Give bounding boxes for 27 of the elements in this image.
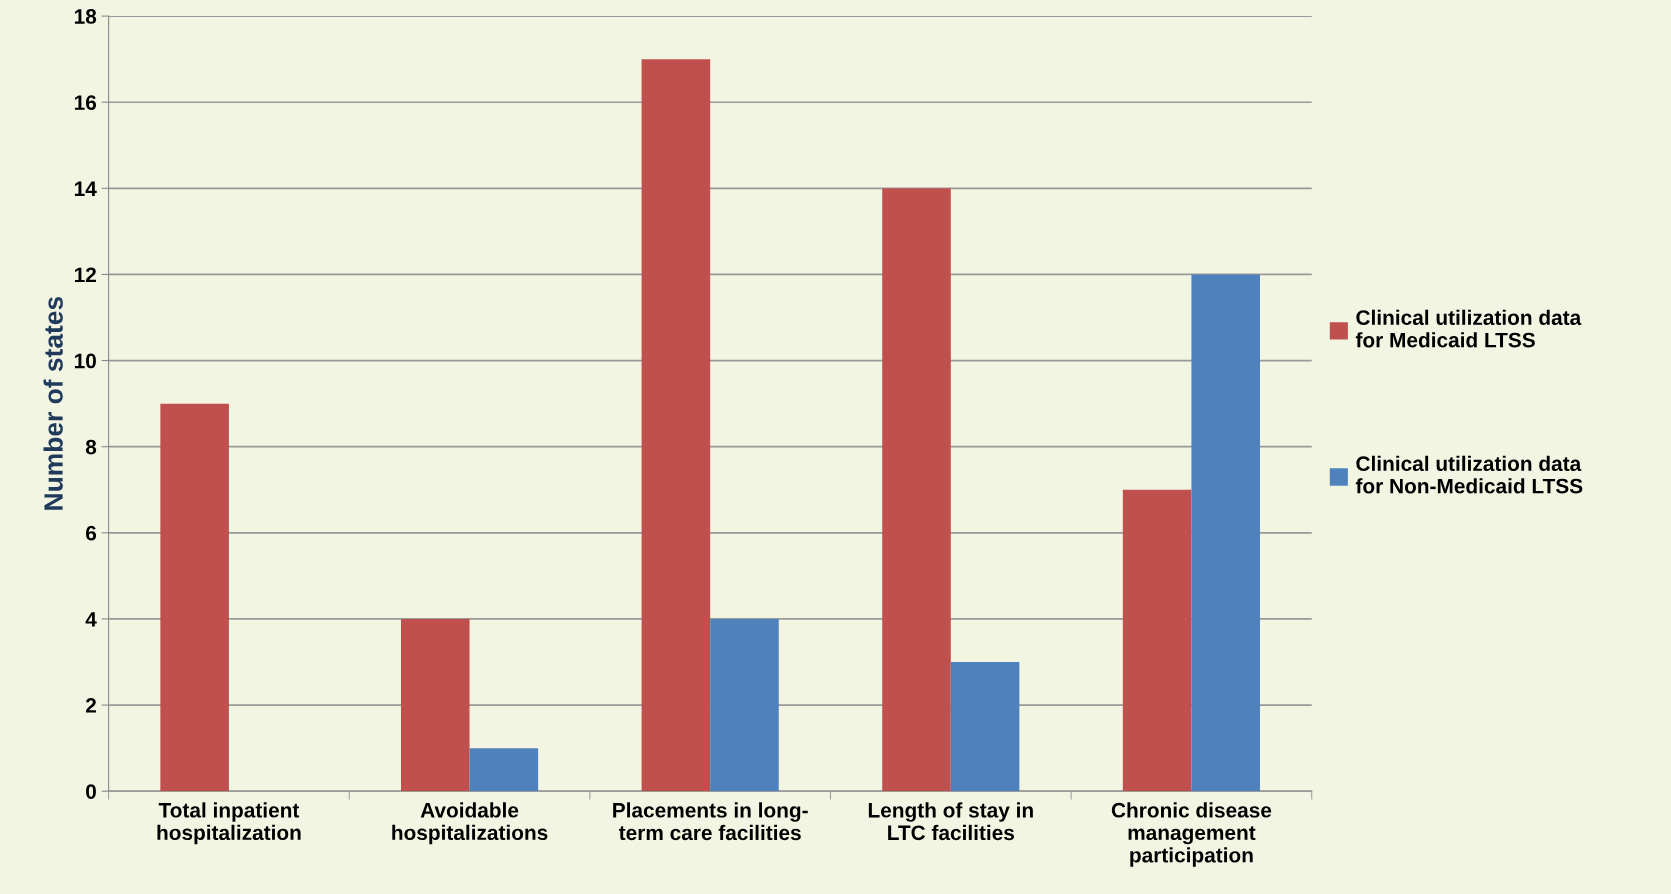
x-tick-label: Chronic disease management participation (1111, 802, 1272, 867)
y-tick-label: 10 (74, 353, 96, 369)
bar (160, 403, 229, 792)
x-tick-label: Placements in long- term care facilities (613, 802, 808, 841)
bar (469, 748, 539, 792)
x-tick-label: Avoidable hospitalizations (392, 802, 548, 845)
legend-label: Clinical utilization data for Non-Medicaid LTSS (1355, 455, 1583, 494)
bar (1122, 489, 1192, 792)
x-tick-label: Length of stay in LTC facilities (868, 802, 1033, 841)
bar (1191, 274, 1260, 792)
y-tick-label: 2 (85, 698, 96, 713)
y-tick-label: 6 (85, 525, 97, 541)
legend-label: Clinical utilization data for Medicaid LTSS (1355, 309, 1582, 348)
bar (400, 618, 470, 792)
y-tick-label: 16 (74, 95, 97, 110)
y-tick-label: 12 (74, 267, 96, 283)
y-axis-title: Number of states (43, 296, 63, 510)
y-tick-label: 14 (74, 181, 97, 196)
x-tick-label: Total inpatient hospitalization (157, 802, 301, 845)
y-tick-label: 0 (86, 784, 96, 799)
bar (710, 618, 779, 792)
y-tick-label: 8 (85, 439, 97, 455)
y-tick-label: 4 (85, 612, 97, 627)
bar (950, 662, 1020, 792)
bar (641, 59, 711, 792)
y-tick-label: 18 (74, 9, 97, 24)
bar (882, 188, 951, 792)
